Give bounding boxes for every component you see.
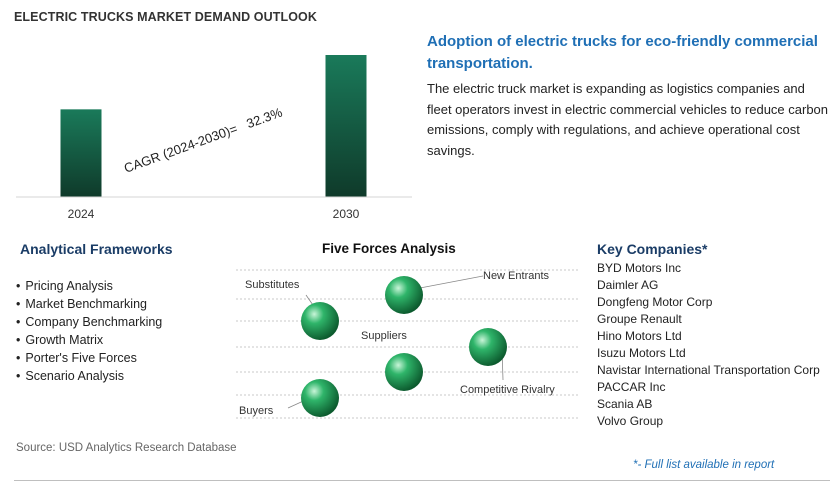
list-item: Daimler AG	[597, 278, 659, 292]
force-label-suppliers: Suppliers	[361, 330, 407, 342]
force-label-buyers: Buyers	[239, 405, 274, 417]
cagr-annotation: CAGR (2024-2030)= 32.3%	[122, 104, 285, 175]
frameworks-heading: Analytical Frameworks	[20, 241, 173, 257]
companies-heading: Key Companies*	[597, 241, 708, 257]
list-item: Groupe Renault	[597, 312, 682, 326]
bar-2024	[60, 109, 102, 197]
list-item: Navistar International Transportation Co…	[597, 363, 820, 377]
summary-headline: Adoption of electric trucks for eco-frie…	[427, 33, 818, 72]
x-tick-label-2024: 2024	[68, 207, 95, 221]
force-sphere-competitive-rivalry	[469, 328, 507, 366]
force-label-substitutes: Substitutes	[245, 279, 300, 291]
list-item: Pricing Analysis	[16, 277, 162, 295]
force-sphere-substitutes	[301, 302, 339, 340]
list-item: Porter's Five Forces	[16, 349, 162, 367]
force-sphere-suppliers	[385, 353, 423, 391]
companies-list: BYD Motors Inc Daimler AG Dongfeng Motor…	[597, 260, 827, 430]
source-note: Source: USD Analytics Research Database	[16, 442, 237, 454]
list-item: Scania AB	[597, 397, 653, 411]
list-item: Market Benchmarking	[16, 295, 162, 313]
force-sphere-buyers	[301, 379, 339, 417]
list-item: Dongfeng Motor Corp	[597, 295, 713, 309]
list-item: BYD Motors Inc	[597, 261, 682, 275]
x-tick-label-2030: 2030	[333, 207, 360, 221]
force-label-new-entrants: New Entrants	[483, 270, 550, 282]
list-item: Scenario Analysis	[16, 367, 162, 385]
list-item: PACCAR Inc	[597, 380, 666, 394]
list-item: Isuzu Motors Ltd	[597, 346, 686, 360]
bar-2030	[325, 55, 367, 197]
list-item: Volvo Group	[597, 414, 664, 428]
summary-description: The electric truck market is expanding a…	[427, 81, 829, 158]
bottom-divider	[14, 480, 830, 481]
list-item: Growth Matrix	[16, 331, 162, 349]
frameworks-list: Pricing Analysis Market Benchmarking Com…	[16, 277, 162, 385]
force-sphere-new-entrants	[385, 276, 423, 314]
five-forces-diagram: Substitutes New Entrants Suppliers Compe…	[236, 269, 580, 419]
list-item: Hino Motors Ltd	[597, 329, 682, 343]
full-list-note: *- Full list available in report	[633, 459, 775, 471]
page-title: ELECTRIC TRUCKS MARKET DEMAND OUTLOOK	[14, 10, 317, 24]
bar-chart: 2024 2030 CAGR (2024-2030)= 32.3%	[16, 55, 412, 221]
force-label-competitive-rivalry: Competitive Rivalry	[460, 384, 555, 396]
five-forces-heading: Five Forces Analysis	[322, 241, 456, 256]
list-item: Company Benchmarking	[16, 313, 162, 331]
